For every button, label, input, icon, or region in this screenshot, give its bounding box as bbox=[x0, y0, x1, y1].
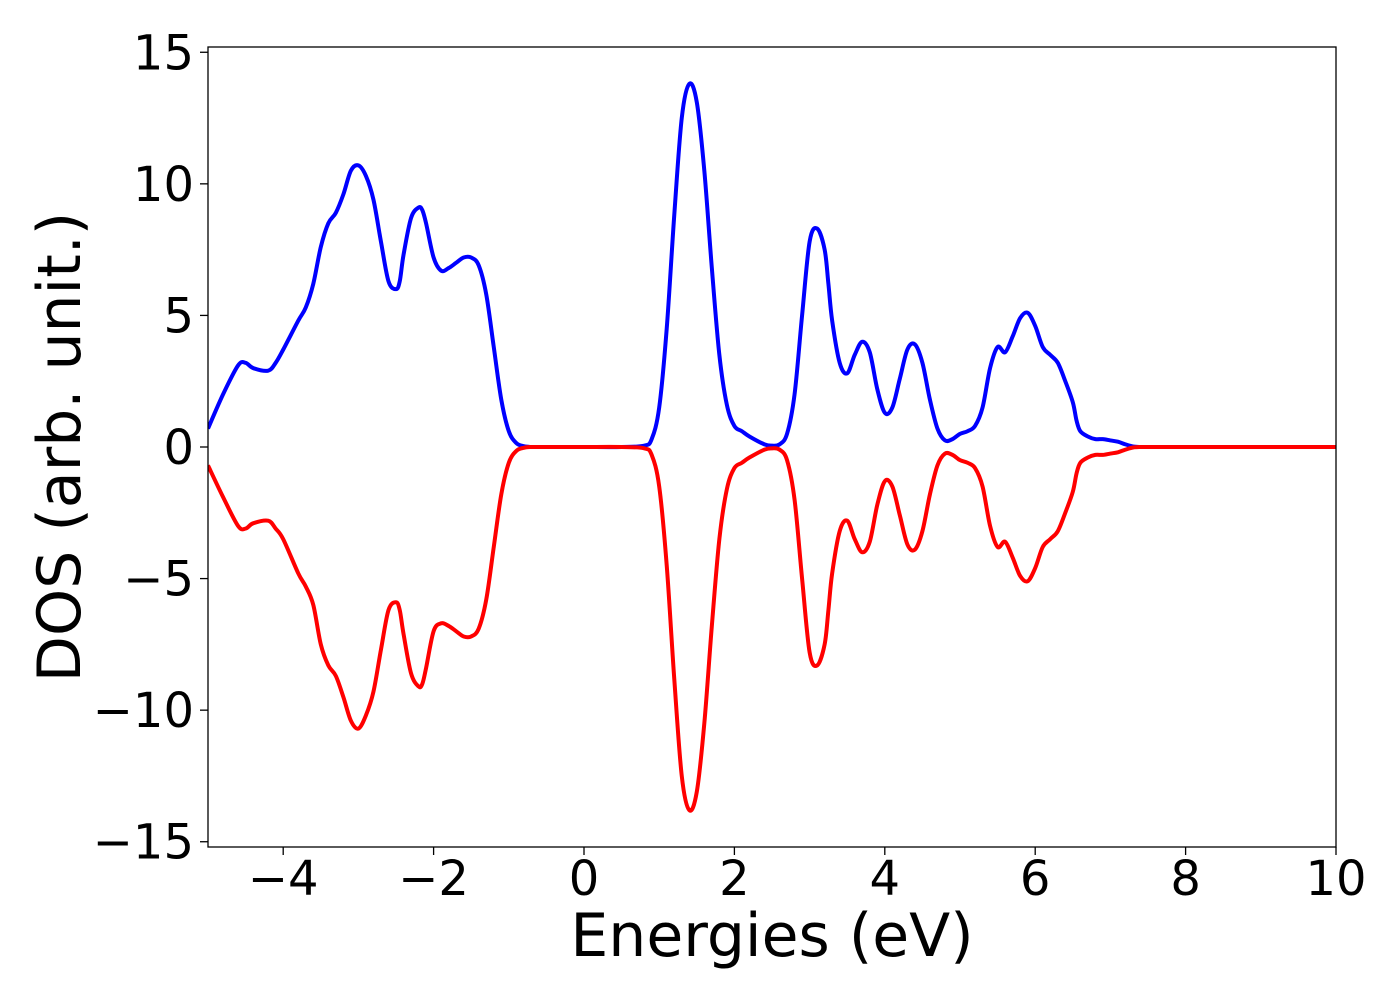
y-tick-label: −15 bbox=[93, 815, 194, 871]
x-tick-label: 0 bbox=[569, 851, 600, 907]
y-tick-label: −5 bbox=[123, 552, 194, 608]
x-tick-label: −2 bbox=[398, 851, 469, 907]
x-tick-label: 2 bbox=[719, 851, 750, 907]
y-tick-label: 10 bbox=[133, 157, 194, 213]
y-axis-label: DOS (arb. unit.) bbox=[25, 212, 95, 682]
x-tick-label: 6 bbox=[1020, 851, 1051, 907]
x-tick-label: 10 bbox=[1305, 851, 1366, 907]
x-tick-label: 8 bbox=[1170, 851, 1201, 907]
x-tick-label: 4 bbox=[870, 851, 901, 907]
x-axis-label: Energies (eV) bbox=[570, 901, 973, 971]
x-axis-ticks: −4 −2 0 2 4 6 8 10 bbox=[248, 847, 1367, 907]
series-layer bbox=[208, 81, 1336, 813]
x-tick-label: −4 bbox=[248, 851, 319, 907]
dos-line-blue bbox=[208, 81, 1336, 450]
y-tick-label: 0 bbox=[163, 420, 194, 476]
dos-line-red bbox=[208, 444, 1336, 813]
y-tick-label: 15 bbox=[133, 25, 194, 81]
y-tick-label: −10 bbox=[93, 683, 194, 739]
y-tick-label: 5 bbox=[163, 288, 194, 344]
y-axis-ticks: 15 10 5 0 −5 −10 −15 bbox=[93, 25, 208, 871]
